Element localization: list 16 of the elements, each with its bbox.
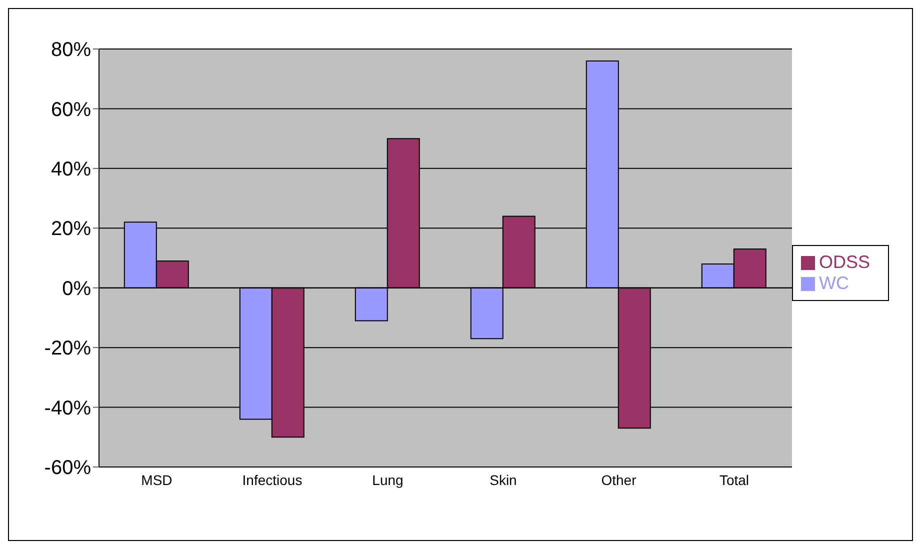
y-tick-label: 20% [50,218,92,240]
x-tick-label: MSD [141,472,172,488]
legend-label: ODSS [818,252,870,272]
y-tick-label: 0% [62,278,92,300]
x-tick-label: Lung [372,472,404,488]
x-tick-label: Total [719,472,750,488]
y-tick-label: 60% [50,98,92,121]
x-tick-label: Other [601,472,637,488]
y-tick-label: 80% [50,39,92,62]
x-tick-label: Infectious [242,472,302,488]
legend-label: WC [818,273,849,293]
x-tick-label: Skin [490,472,517,488]
y-tick-label: -40% [44,397,92,420]
y-tick-label: -60% [44,457,92,480]
y-tick-label: 40% [50,158,92,181]
y-tick-label: -20% [44,338,92,360]
